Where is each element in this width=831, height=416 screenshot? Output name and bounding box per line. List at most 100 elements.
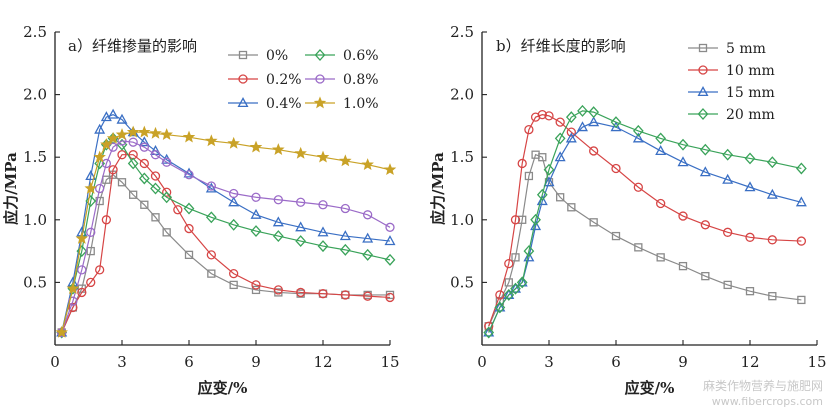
panel-a-legend-swatch-marker (237, 97, 249, 108)
panel-a-series-0-8-point (128, 137, 138, 147)
panel-a-series-0-4-point (362, 232, 374, 243)
panel-a-series-0-point (184, 250, 194, 260)
panel-a-series-0-8-point (385, 222, 395, 232)
panel-a-series-0-8-point (296, 197, 306, 207)
panel-a-series-1-0-point (149, 126, 162, 139)
panel-a-series-0-2-point (296, 287, 306, 298)
panel-a-y-tick-label: 1.0 (23, 211, 47, 229)
panel-a-series-0-8-point (363, 210, 373, 220)
panel-b-y-tick-label: 1.5 (450, 148, 474, 166)
panel-a-series-0-6-point (317, 240, 329, 253)
panel-a-legend-label: 0% (266, 48, 288, 64)
panel-b-series-20-mm-point (722, 148, 734, 161)
panel-a-series-0-6-point (76, 245, 88, 258)
panel-b-series-10-mm-point (510, 215, 521, 225)
panel-b-series-20-mm-point (677, 138, 689, 151)
panel-a-legend-item-0-6: 0.6% (305, 48, 379, 64)
panel-a-series-0-4-point (100, 111, 112, 122)
panel-a-series-0-6-point (295, 235, 307, 248)
panel-b-series-15-mm-point (744, 181, 756, 192)
panel-a-series-0-2-point (273, 285, 283, 295)
panel-b-series-15-mm-point (516, 276, 528, 287)
panel-b-legend-swatch-marker (698, 65, 708, 75)
panel-a-legend-swatch-marker (315, 74, 325, 84)
panel-a-legend: 0% 0.2% 0.4% 0.6% 0.8% 1.0% (228, 48, 379, 112)
panel-a-series-0-8-line (61, 140, 391, 333)
panel-a-series-1-0-point (227, 136, 240, 149)
panel-b-series-5-mm-line (488, 153, 802, 327)
panel-a-series-0-8-point (318, 200, 328, 210)
panel-b-legend-swatch-marker (698, 43, 708, 53)
panel-a-series-1-0-point (361, 158, 374, 171)
panel-b-series-20-mm-point (699, 143, 711, 156)
panel-a-series-0 (57, 170, 395, 337)
panel-a-series-0-6-point (205, 211, 217, 224)
panel-b-series-20-mm-point (795, 162, 807, 175)
panel-b-series-10-mm-point (504, 258, 514, 269)
panel-a-series-0-2-point (229, 268, 239, 279)
panel-b-legend: 5 mm 10 mm 15 mm 20 mm (688, 41, 775, 123)
panel-b-y-tick-label: 1.0 (450, 211, 474, 229)
panel-a-series-0-2-point (101, 215, 112, 225)
panel-b-series-10-mm-point (796, 236, 807, 246)
panel-a-series-1-0-point (55, 325, 68, 338)
panel-a-legend-item-1-0: 1.0% (305, 96, 379, 112)
panel-b-series-10-mm-point (745, 232, 755, 242)
panel-b-series-15-mm-point (543, 176, 555, 187)
panel-a-series-0-4-point (228, 196, 240, 207)
panel-a-legend-swatch-marker (238, 74, 248, 84)
panel-a-series-0-point (162, 228, 171, 237)
panel-b-x-tick-label: 6 (611, 353, 621, 371)
panel-a-series-0-8-point (101, 158, 112, 169)
panel-b-series-20-mm-point (610, 116, 622, 129)
panel-a-series-0-line (61, 173, 390, 333)
panel-b-series-15-mm-point (632, 132, 644, 143)
panel-a-series-0-8 (57, 136, 395, 338)
panel-b-series-20-mm-point (565, 111, 577, 124)
panel-b-series-20-mm-line (488, 110, 802, 333)
panel-a-series-1-0-point (182, 130, 196, 143)
panel-a-series-0-6-point (161, 191, 173, 204)
panel-b-legend-label: 5 mm (726, 41, 766, 57)
panel-b-series-20-mm-point (536, 188, 548, 201)
panel-a-series-0-8-point (273, 195, 283, 205)
panel-a-series-0-2-point (173, 205, 183, 215)
panel-a-series-0-2-point (117, 150, 127, 160)
panel-a-series-0-4-point (384, 235, 396, 246)
panel-b-series-10-mm-point (555, 117, 565, 127)
panel-a-series-0-point (229, 280, 238, 290)
panel-b-x-tick-label: 12 (740, 353, 759, 371)
panel-b-series-15-mm-point (536, 195, 548, 206)
panel-a-x-tick-label: 9 (251, 353, 261, 371)
panel-b-series-5-mm-point (656, 253, 665, 262)
panel-b-series-15-mm-point (494, 301, 506, 312)
panel-b-legend-label: 10 mm (726, 63, 775, 79)
panel-a-series-0-4-point (295, 221, 307, 232)
panel-a-series-0-6-point (150, 182, 161, 195)
panel-b-title: b）纤维长度的影响 (496, 37, 626, 55)
panel-a-series-0-2-point (251, 280, 261, 290)
panel-b-y-axis-title: 应力/MPa (429, 152, 447, 225)
panel-a-series-1-0-point (115, 128, 129, 140)
panel-a-series-0-point (207, 269, 216, 278)
panel-a-series-1-0-point (93, 150, 106, 163)
panel-b-series-15-mm-point (699, 166, 711, 177)
panel-a-series-0-8-point (77, 265, 87, 275)
watermark: 麻类作物营养与施肥网 www.fibercrops.com (703, 378, 823, 410)
panel-b-series-10-mm-point (633, 182, 643, 192)
panel-b-series-10-mm-point (544, 111, 554, 121)
panel-b-legend-swatch-marker (697, 86, 709, 97)
panel-b-series-15-mm-point (510, 282, 521, 293)
panel-a-y-tick-label: 0.5 (23, 273, 47, 291)
panel-a-legend-label: 0.6% (343, 48, 379, 64)
panel-a-series-0-4-point (138, 136, 150, 147)
panel-a-series-1-0-point (75, 231, 89, 244)
panel-b-x-tick-label: 0 (477, 353, 487, 371)
panel-a-legend-swatch-marker (314, 49, 326, 61)
panel-b-series-10-mm-point (484, 321, 494, 331)
panel-a-legend-label: 0.2% (266, 72, 302, 88)
panel-a-series-1-0-point (160, 128, 173, 140)
panel-b-series-20-mm-point (554, 132, 566, 145)
panel-b-series-5-mm-point (511, 253, 520, 262)
